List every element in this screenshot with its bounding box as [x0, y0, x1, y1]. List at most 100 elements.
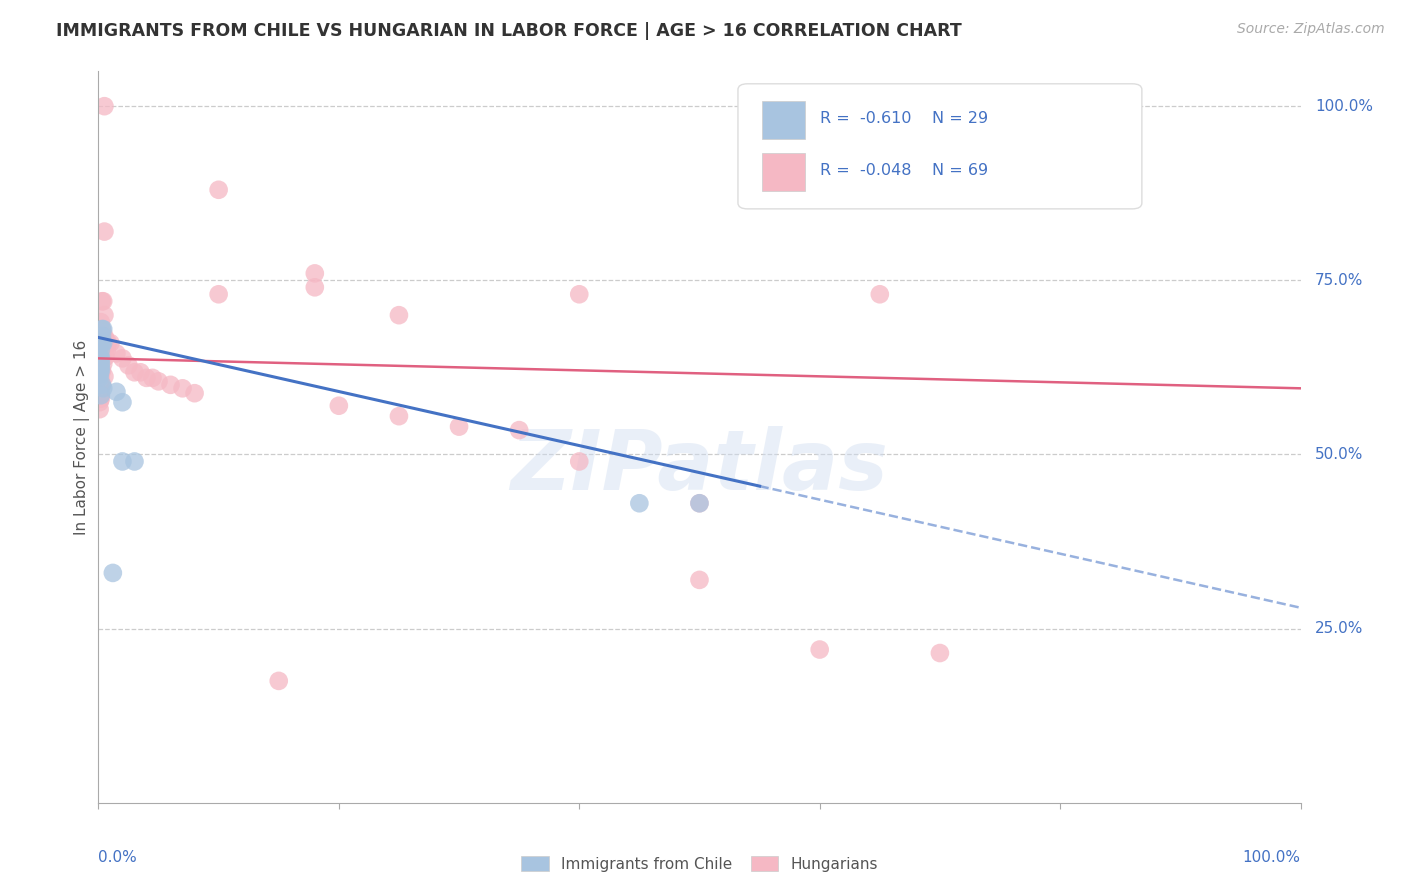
Point	[91, 329, 114, 343]
Point	[568, 454, 591, 468]
Point	[89, 357, 111, 371]
Point	[90, 388, 112, 402]
Point	[148, 375, 170, 389]
Point	[91, 377, 114, 392]
Point	[105, 346, 128, 360]
Point	[89, 360, 111, 375]
Point	[124, 365, 146, 379]
Point	[90, 315, 112, 329]
Point	[568, 287, 591, 301]
Point	[89, 368, 111, 382]
Point	[89, 372, 111, 386]
Point	[91, 336, 114, 351]
Point	[89, 350, 111, 364]
Point	[328, 399, 350, 413]
Text: R =  -0.048    N = 69: R = -0.048 N = 69	[820, 162, 988, 178]
Point	[90, 357, 112, 371]
Point	[91, 322, 114, 336]
Point	[101, 566, 124, 580]
Point	[304, 280, 326, 294]
Point	[388, 409, 411, 424]
Point	[89, 402, 111, 417]
Point	[90, 364, 112, 378]
Point	[91, 357, 114, 371]
Point	[89, 395, 111, 409]
Point	[89, 353, 111, 368]
Point	[141, 371, 163, 385]
Text: 100.0%: 100.0%	[1243, 850, 1301, 865]
Point	[105, 384, 128, 399]
Point	[89, 364, 111, 378]
Text: 100.0%: 100.0%	[1315, 99, 1374, 113]
Point	[90, 377, 112, 392]
Point	[90, 360, 112, 375]
Point	[267, 673, 290, 688]
Point	[90, 392, 112, 406]
Point	[91, 336, 114, 351]
Point	[91, 339, 114, 353]
Point	[90, 336, 112, 351]
Point	[96, 343, 118, 357]
Point	[688, 496, 710, 510]
Text: 25.0%: 25.0%	[1315, 621, 1364, 636]
Point	[159, 377, 181, 392]
Point	[89, 384, 111, 399]
Point	[90, 343, 112, 357]
Point	[129, 365, 152, 379]
Point	[91, 350, 114, 364]
Point	[90, 364, 112, 378]
Legend: Immigrants from Chile, Hungarians: Immigrants from Chile, Hungarians	[522, 856, 877, 872]
Y-axis label: In Labor Force | Age > 16: In Labor Force | Age > 16	[75, 340, 90, 534]
Point	[91, 322, 114, 336]
Point	[93, 99, 115, 113]
Point	[93, 308, 115, 322]
Point	[89, 388, 111, 402]
Point	[928, 646, 950, 660]
Text: ZIPatlas: ZIPatlas	[510, 425, 889, 507]
Point	[208, 183, 231, 197]
Point	[90, 350, 112, 364]
Point	[183, 386, 205, 401]
Point	[388, 308, 411, 322]
Point	[90, 339, 112, 353]
Point	[90, 381, 112, 395]
Text: IMMIGRANTS FROM CHILE VS HUNGARIAN IN LABOR FORCE | AGE > 16 CORRELATION CHART: IMMIGRANTS FROM CHILE VS HUNGARIAN IN LA…	[56, 22, 962, 40]
Point	[93, 369, 115, 384]
Point	[91, 294, 114, 309]
FancyBboxPatch shape	[762, 153, 806, 191]
Point	[135, 371, 157, 385]
FancyBboxPatch shape	[738, 84, 1142, 209]
Text: 50.0%: 50.0%	[1315, 447, 1364, 462]
Point	[90, 388, 112, 402]
Text: R =  -0.610    N = 29: R = -0.610 N = 29	[820, 112, 988, 127]
Point	[89, 371, 111, 385]
Point	[628, 496, 651, 510]
Point	[97, 336, 120, 351]
Text: 75.0%: 75.0%	[1315, 273, 1364, 288]
Point	[91, 329, 114, 343]
Point	[93, 225, 115, 239]
Point	[124, 454, 146, 468]
FancyBboxPatch shape	[762, 102, 806, 139]
Point	[91, 381, 114, 395]
Point	[172, 381, 194, 395]
Text: 0.0%: 0.0%	[98, 850, 138, 865]
Point	[90, 368, 112, 382]
Point	[89, 350, 111, 364]
Point	[100, 336, 122, 351]
Point	[91, 322, 114, 336]
Point	[117, 359, 139, 373]
Point	[208, 287, 231, 301]
Point	[304, 266, 326, 280]
Point	[94, 333, 117, 347]
Point	[91, 294, 114, 309]
Point	[111, 454, 134, 468]
Point	[869, 287, 891, 301]
Point	[94, 350, 117, 364]
Point	[90, 357, 112, 371]
Point	[89, 343, 111, 357]
Point	[89, 377, 111, 392]
Point	[89, 364, 111, 378]
Point	[1109, 99, 1132, 113]
Point	[89, 368, 111, 382]
